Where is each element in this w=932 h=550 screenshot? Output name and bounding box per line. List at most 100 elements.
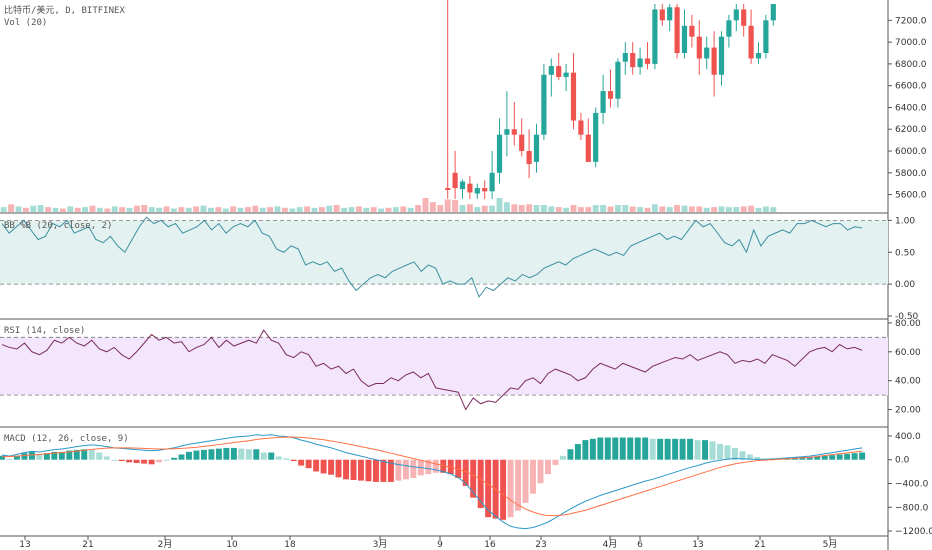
volume-bar: [548, 206, 555, 212]
volume-bar: [259, 207, 266, 212]
volume-bar: [37, 205, 44, 212]
volume-bar: [333, 205, 340, 212]
volume-bar: [570, 205, 577, 212]
macd-histogram-bar: [567, 449, 574, 460]
macd-histogram-bar: [96, 452, 103, 460]
candle-body: [681, 25, 688, 54]
macd-histogram-bar: [559, 455, 566, 460]
macd-histogram-bar: [851, 453, 858, 460]
macd-histogram-bar: [530, 459, 536, 494]
macd-histogram-bar: [702, 440, 709, 460]
volume-bar: [666, 207, 673, 212]
volume-bar: [119, 207, 126, 212]
volume-bar: [45, 207, 52, 212]
macd-tick-label: −400.0: [895, 479, 929, 489]
candle-body: [770, 4, 776, 21]
macd-histogram-bar: [462, 459, 469, 486]
price-pane: [0, 0, 777, 212]
volume-bar: [348, 207, 355, 212]
macd-histogram-bar: [477, 459, 484, 509]
time-tick-label: 2月: [158, 539, 173, 550]
candle-body: [748, 25, 754, 59]
price-tick-label: 6200.0: [895, 125, 927, 135]
volume-bar: [718, 206, 725, 212]
candle-body: [533, 134, 540, 162]
volume-bar: [378, 208, 385, 212]
candle-body: [711, 47, 717, 75]
bb-tick-label: 0.50: [895, 248, 915, 258]
volume-bar: [733, 207, 740, 212]
rsi-tick-label: 40.00: [895, 377, 921, 387]
volume-bar: [67, 206, 74, 212]
macd-histogram-bar: [320, 459, 327, 474]
macd-histogram-bar: [238, 448, 245, 460]
candle-body: [674, 7, 680, 54]
candle-body: [630, 53, 636, 68]
macd-histogram-bar: [335, 459, 342, 478]
macd-histogram-bar: [402, 459, 409, 480]
macd-histogram-bar: [343, 459, 350, 480]
volume-bar: [200, 205, 207, 212]
volume-bar: [770, 207, 777, 212]
macd-histogram-bar: [88, 449, 95, 460]
candle-body: [570, 72, 577, 121]
time-tick-label: 6: [637, 540, 643, 550]
macd-histogram-bar: [215, 448, 222, 460]
macd-histogram-bar: [574, 444, 581, 460]
macd-histogram-bar: [447, 459, 454, 475]
macd-histogram-bar: [672, 438, 679, 460]
volume-bar: [659, 206, 666, 212]
macd-histogram-bar: [627, 437, 634, 460]
volume-bar: [400, 206, 407, 212]
volume-bar: [74, 207, 81, 212]
macd-histogram-bar: [21, 453, 28, 460]
candle-body: [585, 134, 591, 162]
time-tick-label: 18: [284, 540, 296, 550]
candle-body: [526, 151, 532, 165]
time-axis[interactable]: 13 21 2月 10 18 3月 9 16 23 4月 6 13 21 5月: [19, 536, 837, 550]
volume-bar: [363, 207, 370, 212]
bb-title[interactable]: BB %B (20, close, 2): [4, 221, 112, 231]
volume-label[interactable]: Vol (20): [4, 18, 47, 28]
candle-body: [696, 36, 702, 59]
volume-bar: [422, 198, 429, 212]
macd-histogram-bar: [208, 449, 215, 460]
volume-bar: [0, 207, 7, 212]
macd-title[interactable]: MACD (12, 26, close, 9): [4, 434, 129, 444]
volume-bar: [178, 207, 185, 212]
macd-histogram-bar: [709, 441, 716, 460]
macd-histogram-bar: [43, 453, 50, 460]
macd-histogram-bar: [260, 452, 267, 460]
macd-histogram-bar: [597, 437, 604, 460]
macd-histogram-bar: [836, 454, 843, 460]
volume-bar: [289, 208, 296, 212]
volume-bar: [622, 205, 629, 212]
time-tick-label: 21: [754, 540, 765, 550]
candle-body: [726, 20, 732, 37]
macd-histogram-bar: [470, 459, 477, 498]
bb-tick-label: 1.00: [895, 216, 915, 226]
symbol-label[interactable]: 比特币/美元, D, BITFINEX: [4, 4, 125, 16]
macd-histogram-bar: [387, 459, 394, 482]
candle-body: [718, 36, 725, 75]
macd-histogram-bar: [178, 454, 185, 460]
volume-bar: [540, 205, 547, 212]
rsi-tick-label: 20.00: [895, 406, 921, 416]
volume-bar: [474, 207, 481, 212]
macd-histogram-bar: [51, 451, 58, 460]
volume-bar: [607, 206, 614, 212]
macd-histogram-bar: [440, 459, 447, 473]
candle-body: [652, 9, 658, 64]
macd-tick-label: −800.0: [895, 503, 929, 513]
volume-bar: [711, 207, 718, 212]
macd-histogram-bar: [148, 459, 155, 465]
bb-tick-label: 0.00: [895, 280, 915, 290]
price-tick-label: 5600.0: [895, 191, 927, 201]
time-tick-label: 9: [437, 540, 443, 550]
macd-histogram-bar: [186, 451, 192, 460]
price-axis[interactable]: 5600.0 5800.0 6000.0 6200.0 6400.0 6600.0 6800…: [888, 16, 932, 537]
macd-histogram-bar: [141, 459, 148, 464]
volume-bar: [511, 204, 518, 212]
rsi-title[interactable]: RSI (14, close): [4, 326, 85, 336]
volume-bar: [481, 205, 488, 212]
